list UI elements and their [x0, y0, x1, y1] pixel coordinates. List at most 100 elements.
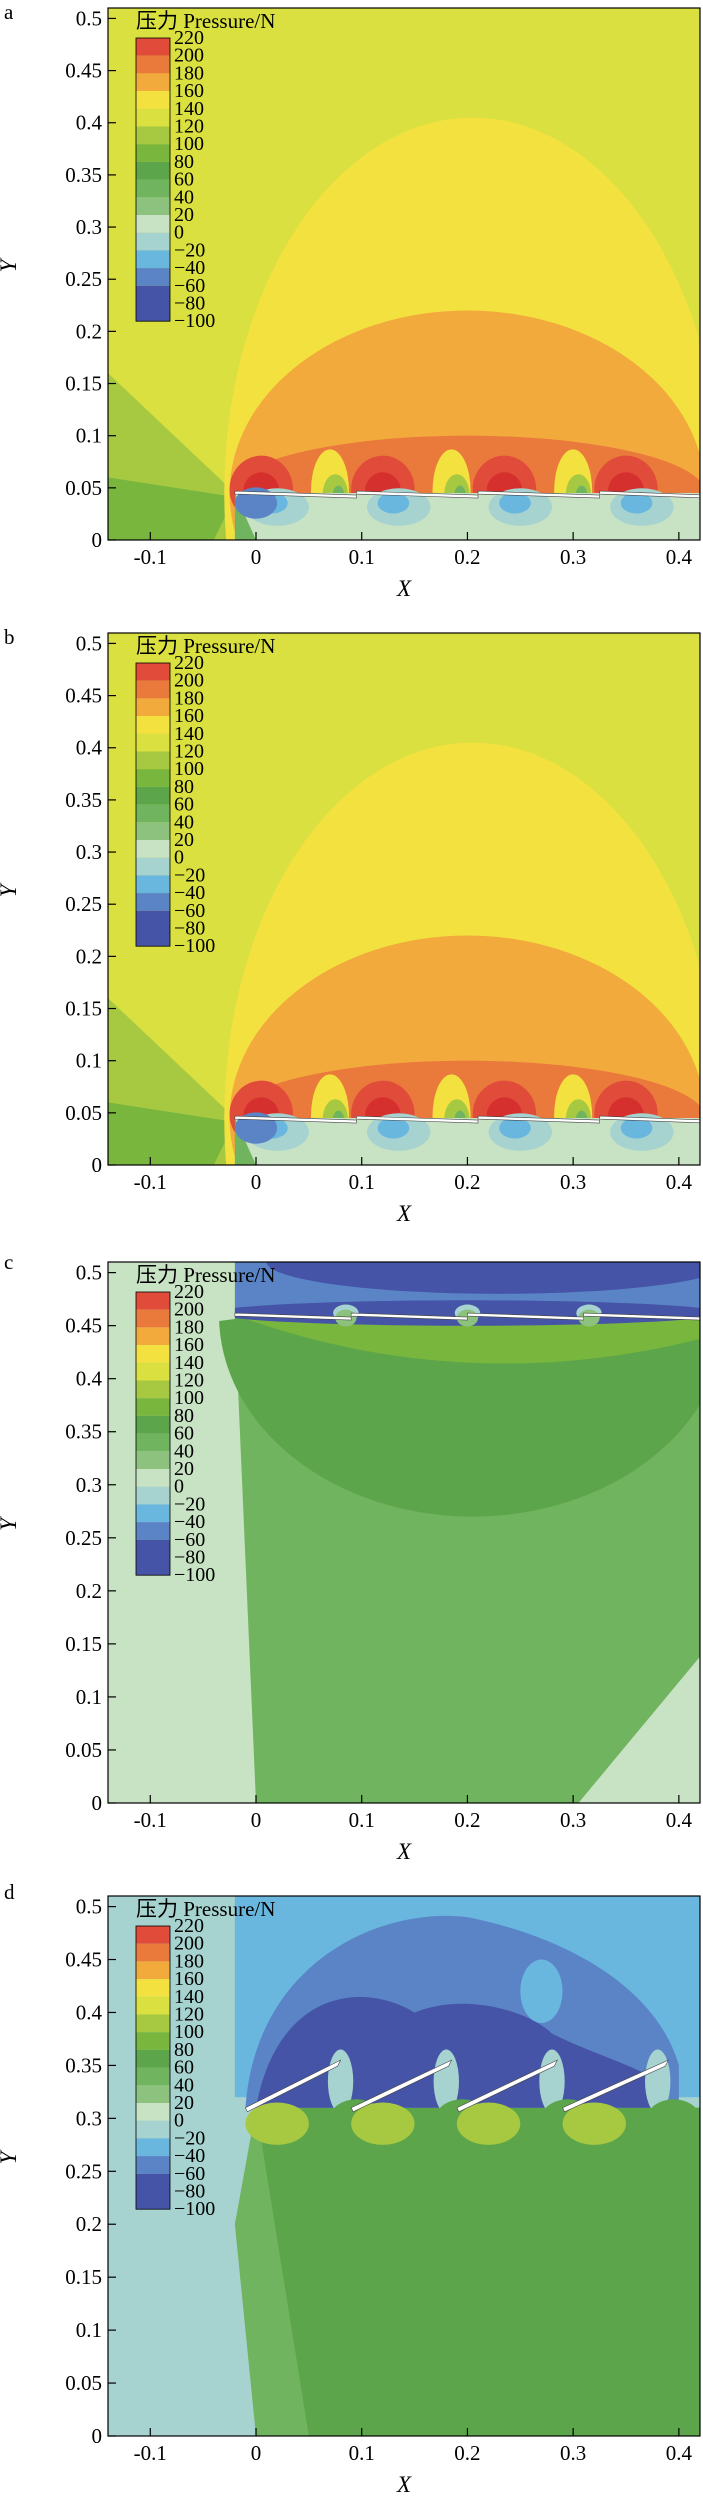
y-tick-label: 0.45	[65, 684, 102, 708]
legend-swatch	[136, 733, 170, 752]
legend-swatch	[136, 1926, 170, 1944]
legend-swatch	[136, 875, 170, 894]
legend-swatch	[136, 751, 170, 770]
y-tick-label: 0.15	[65, 1632, 102, 1656]
legend-swatch	[136, 1943, 170, 1962]
foil-blade	[356, 490, 479, 499]
legend-swatch	[136, 680, 170, 699]
legend-swatch	[136, 268, 170, 286]
legend-level-label: −80	[174, 918, 205, 940]
legend-swatch	[136, 144, 170, 162]
legend-swatch	[136, 1504, 170, 1523]
legend-level-label: 20	[174, 2092, 194, 2114]
legend-level-label: −100	[174, 310, 215, 332]
x-tick-label: 0.4	[666, 2441, 693, 2465]
legend-level-label: −20	[174, 2127, 205, 2149]
legend-swatch	[136, 1961, 170, 1980]
foil-blade	[350, 1312, 468, 1321]
legend-level-label: 80	[174, 1405, 194, 1427]
foil-blade	[234, 1312, 352, 1321]
y-tick-label: 0	[92, 1153, 103, 1177]
legend-level-label: 60	[174, 169, 194, 191]
plot-frame	[107, 1895, 701, 2437]
y-tick-label: 0.05	[65, 1101, 102, 1125]
legend-level-label: −60	[174, 2163, 205, 2185]
legend-swatch	[136, 1486, 170, 1505]
y-tick-label: 0.05	[65, 2371, 102, 2395]
legend-swatch	[136, 73, 170, 92]
legend-swatch	[136, 38, 170, 56]
y-tick-label: 0.5	[76, 6, 102, 30]
panel-letter: c	[4, 1250, 14, 1274]
legend-level-label: −80	[174, 293, 205, 315]
legend-level-label: 200	[174, 1933, 204, 1955]
legend-swatch	[136, 769, 170, 787]
legend-level-label: 40	[174, 2074, 194, 2096]
x-tick-label: 0.3	[560, 545, 586, 569]
y-tick-label: 0.3	[76, 215, 102, 239]
legend-level-label: −40	[174, 2145, 205, 2167]
legend-level-label: 140	[174, 1986, 204, 2008]
y-axis-title: Y	[0, 257, 21, 272]
x-tick-label: 0.4	[666, 545, 693, 569]
legend-level-label: −40	[174, 1511, 205, 1533]
y-tick-label: 0	[92, 1791, 103, 1815]
legend-swatch	[136, 857, 170, 876]
pressure-field	[108, 633, 700, 1165]
legend-level-label: −20	[174, 1493, 205, 1515]
legend-swatch	[136, 232, 170, 251]
x-axis-title: X	[396, 1201, 412, 1226]
legend-swatch	[136, 1345, 170, 1363]
x-axis-title: X	[396, 1839, 412, 1864]
legend-swatch	[136, 1557, 170, 1576]
legend-swatch	[136, 1327, 170, 1346]
legend-level-label: 20	[174, 1458, 194, 1480]
legend-level-label: −40	[174, 882, 205, 904]
legend-level-label: 60	[174, 1423, 194, 1445]
panel-letter: a	[4, 0, 14, 24]
legend-level-label: 180	[174, 1316, 204, 1338]
panel-letter: d	[4, 1880, 15, 1904]
legend-level-label: 200	[174, 1299, 204, 1321]
foil-blade	[234, 1115, 357, 1124]
y-tick-label: 0.5	[76, 1261, 102, 1285]
y-tick-label: 0.45	[65, 1314, 102, 1338]
legend-level-label: 80	[174, 2039, 194, 2061]
x-tick-label: 0.1	[349, 545, 375, 569]
legend-title: 压力 Pressure/N	[136, 1897, 275, 1921]
legend-swatch	[136, 1398, 170, 1416]
legend-swatch	[136, 1362, 170, 1381]
legend-level-label: −80	[174, 1547, 205, 1569]
x-tick-label: 0.2	[454, 1170, 480, 1194]
legend-level-label: 60	[174, 794, 194, 816]
legend-level-label: 140	[174, 98, 204, 120]
legend-level-label: 100	[174, 2021, 204, 2043]
legend-swatch	[136, 2014, 170, 2033]
legend-swatch	[136, 2103, 170, 2121]
foil-blade	[356, 1115, 479, 1124]
x-tick-label: -0.1	[134, 1170, 167, 1194]
legend-level-label: −20	[174, 864, 205, 886]
y-tick-label: 0.35	[65, 788, 102, 812]
legend-swatch	[136, 1522, 170, 1540]
legend-level-label: 0	[174, 2110, 184, 2132]
legend-level-label: 20	[174, 829, 194, 851]
y-tick-label: 0.35	[65, 1420, 102, 1444]
y-tick-label: 0.2	[76, 319, 102, 343]
legend-swatch	[136, 161, 170, 180]
legend-level-label: 140	[174, 723, 204, 745]
legend-level-label: −40	[174, 257, 205, 279]
pressure-field	[108, 1262, 700, 1803]
legend-title: 压力 Pressure/N	[136, 1263, 275, 1287]
legend-swatch	[136, 303, 170, 322]
legend-level-label: 60	[174, 2057, 194, 2079]
legend-swatch	[136, 786, 170, 805]
x-tick-label: -0.1	[134, 1808, 167, 1832]
legend-swatch	[136, 1415, 170, 1434]
legend-level-label: 80	[174, 776, 194, 798]
y-tick-label: 0.15	[65, 2265, 102, 2289]
plot-frame	[107, 1261, 701, 1804]
y-tick-label: 0.25	[65, 892, 102, 916]
pressure-legend: 压力 Pressure/N220200180160140120100806040…	[135, 634, 275, 957]
y-tick-label: 0.5	[76, 631, 102, 655]
